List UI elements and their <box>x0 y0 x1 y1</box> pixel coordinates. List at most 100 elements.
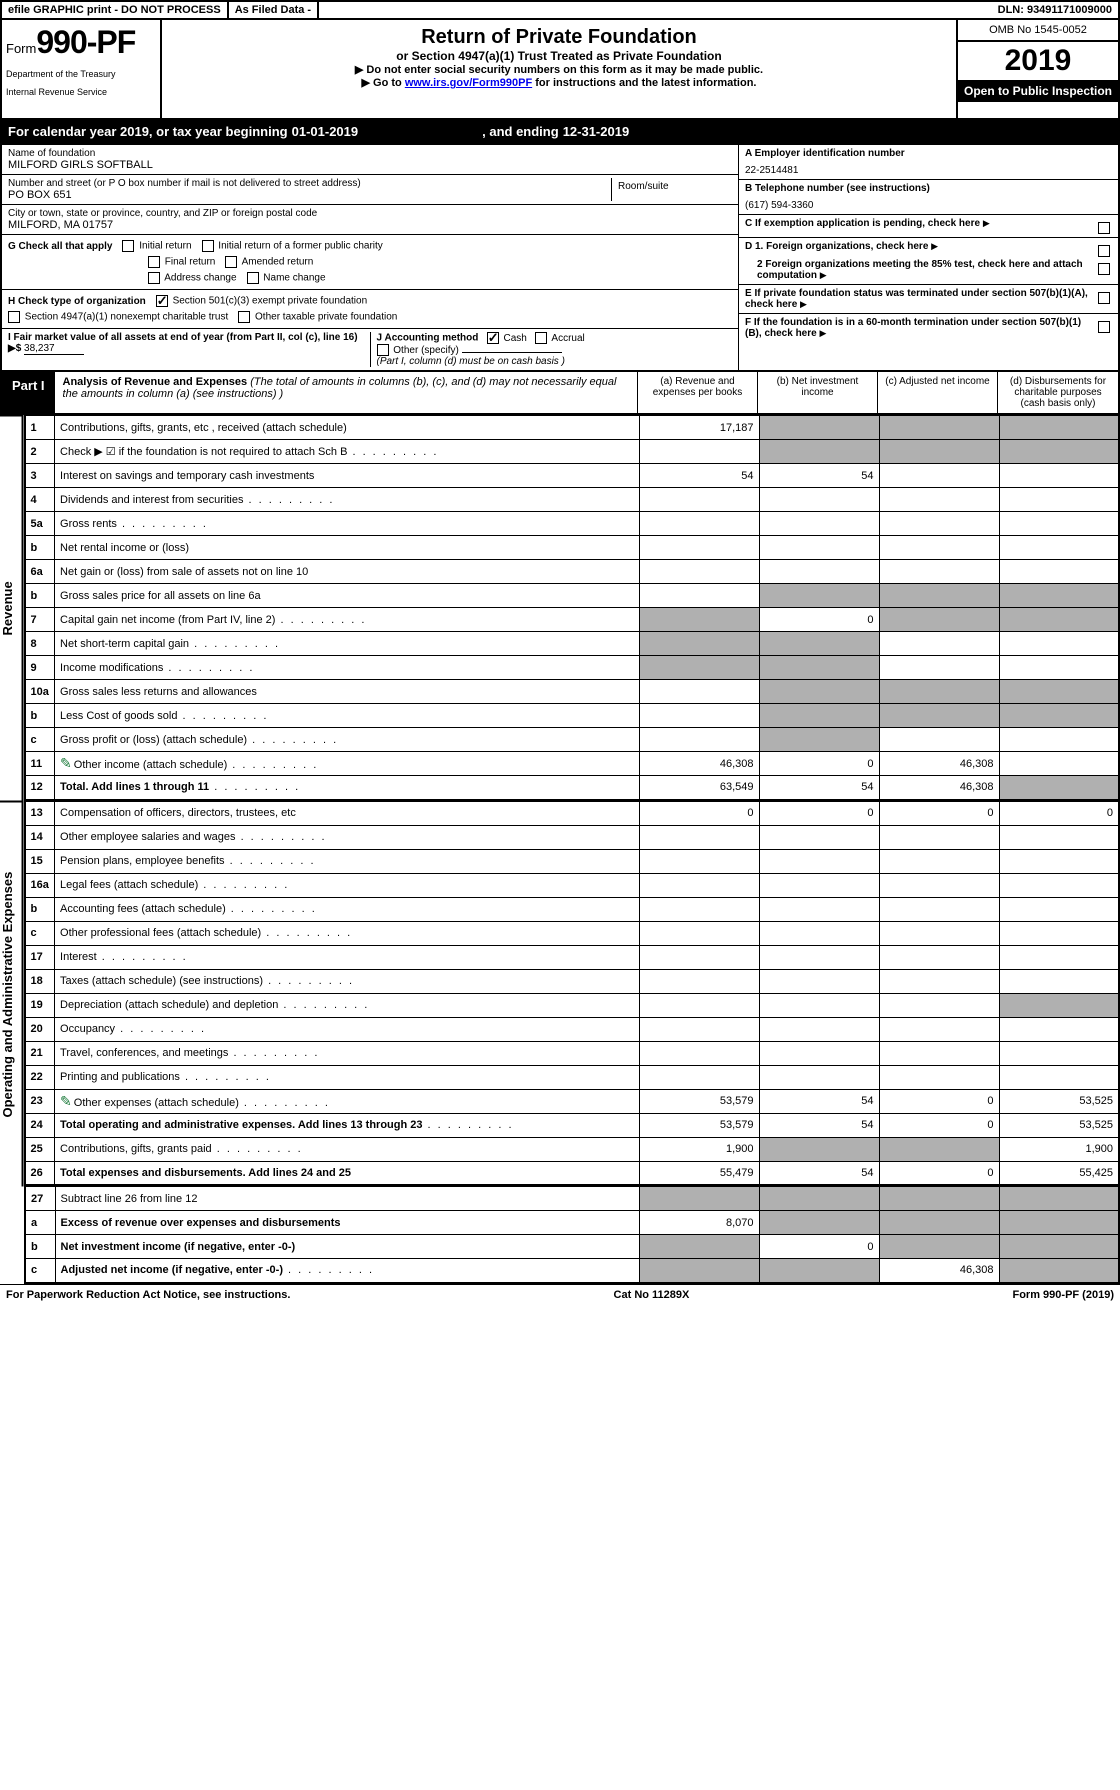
col-c <box>879 512 999 536</box>
h-opt-4947[interactable]: Section 4947(a)(1) nonexempt charitable … <box>8 311 228 323</box>
g-label: G Check all that apply <box>8 241 112 252</box>
e-checkbox[interactable] <box>1098 292 1110 304</box>
g-opt-amended[interactable]: Amended return <box>225 256 313 268</box>
col-d <box>999 512 1119 536</box>
col-c <box>879 704 999 728</box>
h-opt-other[interactable]: Other taxable private foundation <box>238 311 397 323</box>
col-c: 0 <box>879 1113 999 1137</box>
row-number: b <box>25 536 55 560</box>
row-number: 18 <box>25 969 55 993</box>
j-note: (Part I, column (d) must be on cash basi… <box>377 356 565 367</box>
h-opt-501c3[interactable]: Section 501(c)(3) exempt private foundat… <box>156 295 367 307</box>
city-cell: City or town, state or province, country… <box>2 205 738 235</box>
row-number: 2 <box>25 440 55 464</box>
addr-label: Number and street (or P O box number if … <box>8 178 611 189</box>
row-number: 13 <box>25 801 55 825</box>
col-d <box>999 1259 1119 1283</box>
col-b <box>759 945 879 969</box>
g-opt-initial[interactable]: Initial return <box>122 240 191 252</box>
table-row: cGross profit or (loss) (attach schedule… <box>25 728 1119 752</box>
row-desc: Total operating and administrative expen… <box>55 1113 639 1137</box>
col-c <box>879 656 999 680</box>
e-label: E If private foundation status was termi… <box>745 288 1088 310</box>
col-d <box>999 776 1119 800</box>
i-value: 38,237 <box>24 343 84 355</box>
g-opt-initial-former[interactable]: Initial return of a former public charit… <box>202 240 383 252</box>
col-a: 54 <box>639 464 759 488</box>
g-opt-address[interactable]: Address change <box>148 272 237 284</box>
phone-cell: B Telephone number (see instructions) (6… <box>739 180 1118 215</box>
col-b <box>759 993 879 1017</box>
j-accrual[interactable]: Accrual <box>535 333 585 344</box>
table-row: 25Contributions, gifts, grants paid1,900… <box>25 1137 1119 1161</box>
col-c: 0 <box>879 1089 999 1113</box>
table-row: 9Income modifications <box>25 656 1119 680</box>
col-c <box>879 1235 999 1259</box>
row-desc: Other employee salaries and wages <box>55 825 639 849</box>
dln-label: DLN: 93491171009000 <box>992 2 1118 18</box>
f-checkbox[interactable] <box>1098 321 1110 333</box>
j-other-field[interactable] <box>462 352 562 353</box>
g-opt-5: Name change <box>263 273 325 284</box>
row-number: c <box>25 728 55 752</box>
omb-number: OMB No 1545-0052 <box>958 20 1118 42</box>
col-d <box>999 416 1119 440</box>
col-c <box>879 416 999 440</box>
d1-checkbox[interactable] <box>1098 245 1110 257</box>
g-opt-name[interactable]: Name change <box>247 272 326 284</box>
foundation-name: MILFORD GIRLS SOFTBALL <box>8 159 732 171</box>
table-row: 11✎Other income (attach schedule)46,3080… <box>25 752 1119 776</box>
c-cell: C If exemption application is pending, c… <box>739 215 1118 238</box>
col-a <box>639 1041 759 1065</box>
open-to-public: Open to Public Inspection <box>958 80 1118 102</box>
col-b: 54 <box>759 1089 879 1113</box>
form-prefix: Form <box>6 41 36 56</box>
col-a <box>639 921 759 945</box>
col-d <box>999 632 1119 656</box>
row-number: b <box>25 584 55 608</box>
header-right: OMB No 1545-0052 2019 Open to Public Ins… <box>958 20 1118 118</box>
col-b <box>759 680 879 704</box>
col-c <box>879 464 999 488</box>
d2-checkbox[interactable] <box>1098 263 1110 275</box>
identity-right: A Employer identification number 22-2514… <box>738 145 1118 370</box>
col-d: 0 <box>999 801 1119 825</box>
col-a <box>639 680 759 704</box>
table-row: 7Capital gain net income (from Part IV, … <box>25 608 1119 632</box>
col-c-header: (c) Adjusted net income <box>878 372 998 413</box>
row-number: 25 <box>25 1137 55 1161</box>
col-b <box>759 416 879 440</box>
col-a <box>639 728 759 752</box>
col-b <box>759 584 879 608</box>
e-cell: E If private foundation status was termi… <box>739 285 1118 314</box>
col-c <box>879 825 999 849</box>
name-label: Name of foundation <box>8 148 732 159</box>
col-c: 0 <box>879 801 999 825</box>
j-other[interactable]: Other (specify) <box>377 345 459 356</box>
row-desc: ✎Other income (attach schedule) <box>55 752 639 776</box>
row-number: 22 <box>25 1065 55 1089</box>
col-b <box>759 512 879 536</box>
col-a: 63,549 <box>639 776 759 800</box>
row-desc: Interest on savings and temporary cash i… <box>55 464 639 488</box>
part1-desc-bold: Analysis of Revenue and Expenses <box>63 376 248 388</box>
row-number: b <box>25 897 55 921</box>
col-d <box>999 1041 1119 1065</box>
row-desc: Occupancy <box>55 1017 639 1041</box>
revenue-section: Revenue 1Contributions, gifts, grants, e… <box>0 415 1120 801</box>
table-row: bNet rental income or (loss) <box>25 536 1119 560</box>
col-a <box>639 873 759 897</box>
j-cash[interactable]: Cash <box>487 333 527 344</box>
col-a: 17,187 <box>639 416 759 440</box>
c-checkbox[interactable] <box>1098 222 1110 234</box>
j-other-lbl: Other (specify) <box>393 345 459 356</box>
col-a: 53,579 <box>639 1089 759 1113</box>
irs-link[interactable]: www.irs.gov/Form990PF <box>405 77 532 89</box>
table-row: 15Pension plans, employee benefits <box>25 849 1119 873</box>
g-opt-final[interactable]: Final return <box>148 256 215 268</box>
col-b <box>759 1041 879 1065</box>
col-a <box>639 560 759 584</box>
h-label: H Check type of organization <box>8 296 146 307</box>
col-b <box>759 488 879 512</box>
col-b: 54 <box>759 1113 879 1137</box>
